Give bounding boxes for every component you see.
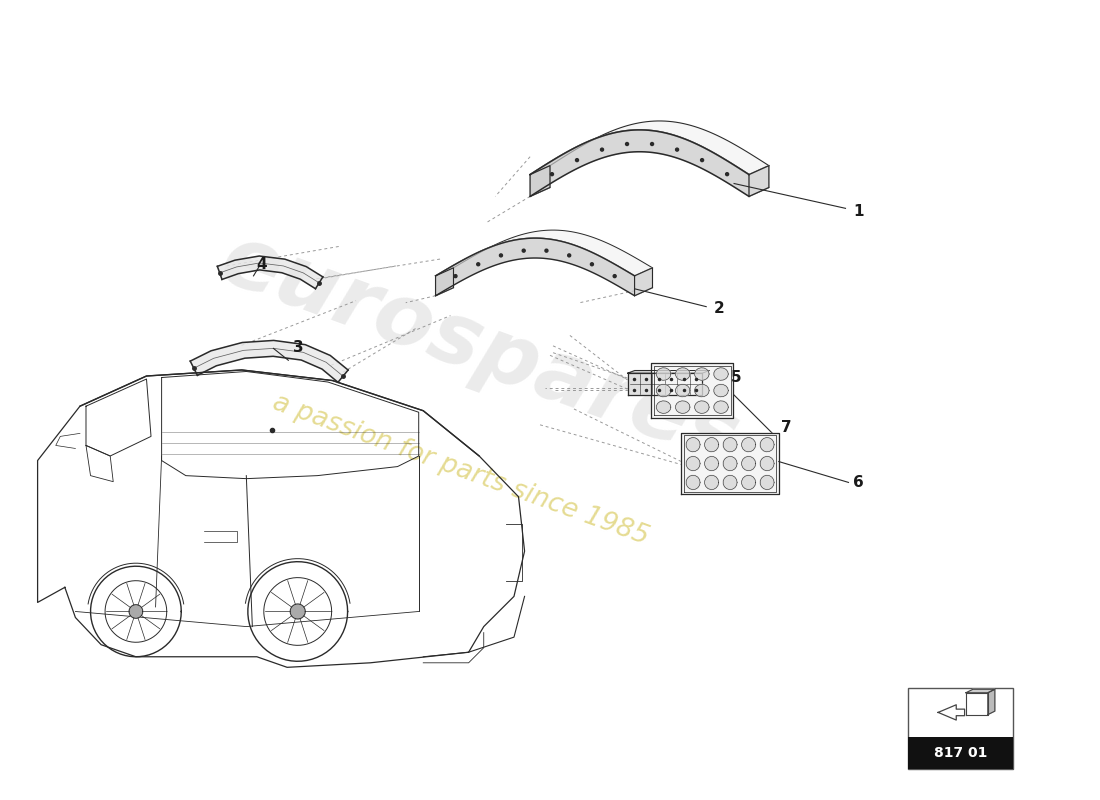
Polygon shape	[988, 690, 994, 714]
Text: 1: 1	[854, 204, 864, 219]
Circle shape	[591, 262, 593, 266]
Text: 4: 4	[256, 257, 267, 272]
Polygon shape	[218, 256, 323, 289]
Polygon shape	[436, 238, 635, 296]
Polygon shape	[129, 605, 143, 618]
Bar	[909, 737, 1013, 770]
Circle shape	[650, 142, 653, 146]
Text: 817 01: 817 01	[934, 746, 987, 760]
Polygon shape	[705, 475, 718, 490]
Circle shape	[575, 158, 579, 162]
Polygon shape	[436, 230, 652, 276]
Polygon shape	[628, 370, 710, 373]
Circle shape	[522, 249, 525, 252]
Polygon shape	[675, 384, 690, 397]
Polygon shape	[290, 604, 305, 619]
Circle shape	[550, 173, 553, 176]
Text: 6: 6	[854, 475, 865, 490]
Circle shape	[613, 274, 616, 278]
Text: 3: 3	[294, 340, 304, 355]
Circle shape	[601, 148, 604, 151]
Circle shape	[701, 158, 704, 162]
Polygon shape	[657, 401, 671, 414]
Circle shape	[454, 274, 456, 278]
Polygon shape	[657, 384, 671, 397]
Polygon shape	[635, 268, 652, 296]
Polygon shape	[695, 384, 710, 397]
Polygon shape	[966, 693, 988, 714]
Circle shape	[568, 254, 571, 257]
Text: 2: 2	[714, 301, 725, 316]
Polygon shape	[966, 690, 994, 693]
Text: eurospares: eurospares	[210, 218, 750, 482]
Polygon shape	[695, 368, 710, 380]
Circle shape	[544, 249, 548, 252]
Polygon shape	[686, 438, 700, 452]
Circle shape	[499, 254, 503, 257]
Polygon shape	[530, 121, 769, 174]
Text: 7: 7	[781, 420, 792, 434]
Polygon shape	[681, 433, 779, 494]
Polygon shape	[686, 475, 700, 490]
Circle shape	[675, 148, 679, 151]
Polygon shape	[695, 401, 710, 414]
Polygon shape	[714, 384, 728, 397]
Polygon shape	[675, 368, 690, 380]
Polygon shape	[651, 363, 733, 418]
Polygon shape	[760, 475, 774, 490]
Polygon shape	[530, 130, 749, 197]
Circle shape	[476, 262, 480, 266]
Polygon shape	[686, 457, 700, 470]
Polygon shape	[723, 457, 737, 470]
Polygon shape	[760, 457, 774, 470]
Polygon shape	[705, 438, 718, 452]
Polygon shape	[760, 438, 774, 452]
Polygon shape	[723, 475, 737, 490]
FancyBboxPatch shape	[909, 688, 1013, 770]
Polygon shape	[530, 166, 550, 197]
Polygon shape	[436, 268, 453, 296]
Polygon shape	[628, 373, 702, 395]
Polygon shape	[657, 368, 671, 380]
Polygon shape	[723, 438, 737, 452]
Polygon shape	[938, 705, 965, 720]
Text: 5: 5	[732, 370, 741, 385]
Polygon shape	[714, 401, 728, 414]
Text: a passion for parts since 1985: a passion for parts since 1985	[268, 389, 652, 550]
Polygon shape	[675, 401, 690, 414]
Polygon shape	[749, 166, 769, 197]
Polygon shape	[741, 475, 756, 490]
Circle shape	[726, 173, 728, 176]
Circle shape	[626, 142, 628, 146]
Polygon shape	[714, 368, 728, 380]
Polygon shape	[741, 457, 756, 470]
Polygon shape	[190, 341, 348, 382]
Polygon shape	[741, 438, 756, 452]
Polygon shape	[705, 457, 718, 470]
